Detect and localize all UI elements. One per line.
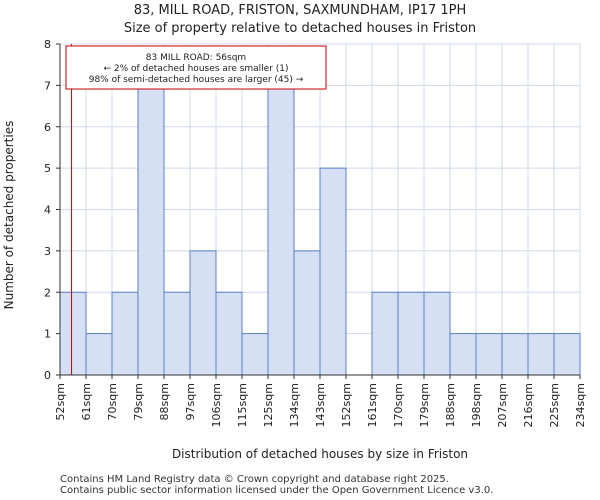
x-tick-label-143sqm: 143sqm xyxy=(314,383,327,427)
y-tick-labels: 0 1 2 3 4 5 6 7 8 xyxy=(44,38,51,382)
footer-line-2: Contains public sector information licen… xyxy=(60,485,494,496)
bars xyxy=(59,84,581,376)
y-tick-label: 3 xyxy=(44,245,51,258)
x-tick-label-88sqm: 88sqm xyxy=(158,383,171,420)
x-tick-label-216sqm: 216sqm xyxy=(522,383,535,427)
bar-170sqm xyxy=(397,291,425,376)
x-tick-label-115sqm: 115sqm xyxy=(236,383,249,427)
bar-97sqm xyxy=(189,250,217,376)
y-tick-label: 7 xyxy=(44,79,51,92)
bar-216sqm xyxy=(527,333,555,376)
x-tick-labels: 52sqm 61sqm 70sqm 79sqm 88sqm 97sqm 106sqm 115s… xyxy=(54,383,587,427)
annotation-box xyxy=(65,45,327,90)
annotation-line-3: 98% of semi-detached houses are larger (… xyxy=(89,75,304,85)
x-tick-label-70sqm: 70sqm xyxy=(106,383,119,420)
bar-134sqm xyxy=(293,250,321,376)
x-tick-label-188sqm: 188sqm xyxy=(444,383,457,427)
y-tick-label: 6 xyxy=(44,121,51,134)
bar-207sqm xyxy=(501,333,529,376)
bar-79sqm xyxy=(137,84,165,376)
bar-88sqm xyxy=(163,291,191,376)
annotation-box-group: 83 MILL ROAD: 56sqm ← 2% of detached hou… xyxy=(65,45,327,90)
bar-52sqm xyxy=(59,291,87,376)
x-tick-label-152sqm: 152sqm xyxy=(340,383,353,427)
y-tick-label: 0 xyxy=(44,369,51,382)
x-tick-label-225sqm: 225sqm xyxy=(548,383,561,427)
annotation-line-1: 83 MILL ROAD: 56sqm xyxy=(146,53,246,63)
x-tick-label-207sqm: 207sqm xyxy=(496,383,509,427)
bar-143sqm xyxy=(319,167,347,376)
bar-161sqm xyxy=(371,291,399,376)
x-tick-label-106sqm: 106sqm xyxy=(210,383,223,427)
x-tick-label-125sqm: 125sqm xyxy=(262,383,275,427)
chart-subtitle: Size of property relative to detached ho… xyxy=(123,21,477,36)
bar-179sqm xyxy=(423,291,451,376)
bar-106sqm xyxy=(215,291,243,376)
annotation-line-2: ← 2% of detached houses are smaller (1) xyxy=(103,64,288,74)
y-tick-label: 1 xyxy=(44,328,51,341)
bar-188sqm xyxy=(449,333,477,376)
bar-225sqm xyxy=(553,333,581,376)
x-tick-label-61sqm: 61sqm xyxy=(80,383,93,420)
x-tick-label-161sqm: 161sqm xyxy=(366,383,379,427)
bar-70sqm xyxy=(111,291,139,376)
y-tick-label: 8 xyxy=(44,38,51,51)
x-tick-label-134sqm: 134sqm xyxy=(288,383,301,427)
bar-115sqm xyxy=(241,333,269,376)
y-axis-label: Number of detached properties xyxy=(2,121,16,310)
y-tick-label: 5 xyxy=(44,162,51,175)
x-tick-label-52sqm: 52sqm xyxy=(54,383,67,420)
y-tick-label: 4 xyxy=(44,204,51,217)
x-tick-label-198sqm: 198sqm xyxy=(470,383,483,427)
chart-title: 83, MILL ROAD, FRISTON, SAXMUNDHAM, IP17… xyxy=(133,3,467,18)
x-tick-label-170sqm: 170sqm xyxy=(392,383,405,427)
footer-line-1: Contains HM Land Registry data © Crown c… xyxy=(60,474,449,485)
x-tick-label-179sqm: 179sqm xyxy=(418,383,431,427)
bar-125sqm xyxy=(267,84,295,376)
y-tick-label: 2 xyxy=(44,286,51,299)
bar-198sqm xyxy=(475,333,503,376)
x-tick-label-234sqm: 234sqm xyxy=(574,383,587,427)
x-tick-label-97sqm: 97sqm xyxy=(184,383,197,420)
bar-61sqm xyxy=(85,333,113,376)
x-tick-label-79sqm: 79sqm xyxy=(132,383,145,420)
axes xyxy=(56,43,581,379)
x-axis-label: Distribution of detached houses by size … xyxy=(172,447,468,461)
